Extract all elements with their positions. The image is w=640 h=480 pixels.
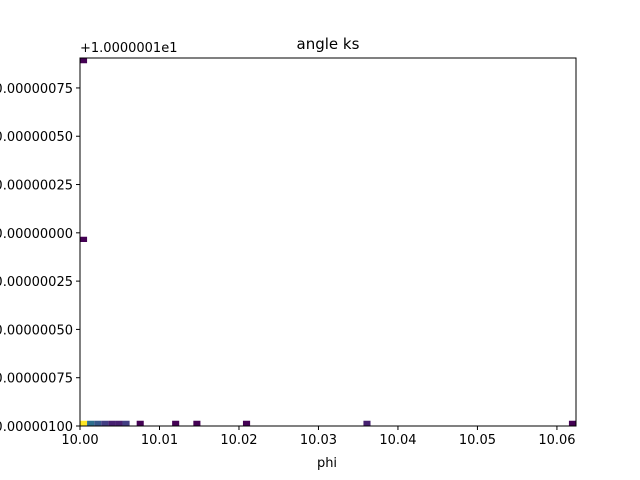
y-tick-label: −0.00000075 xyxy=(0,372,73,387)
y-tick-label: 0.00000075 xyxy=(0,82,73,97)
hist-cell xyxy=(363,420,371,426)
hist-cell xyxy=(122,420,130,426)
y-tick-label: −0.00000025 xyxy=(0,275,73,290)
y-tick-label: 0.00000050 xyxy=(0,130,73,145)
x-tick-label: 10.00 xyxy=(61,433,98,448)
hist-cell xyxy=(172,420,180,426)
hist-cell xyxy=(568,420,576,426)
y-offset-label: +1.0000001e1 xyxy=(80,41,177,56)
plot-frame xyxy=(79,57,577,427)
x-tick-label: 10.02 xyxy=(220,433,257,448)
y-tick-label: 0.00000000 xyxy=(0,227,73,242)
hist-cell xyxy=(115,420,123,426)
x-tick-label: 10.04 xyxy=(379,433,416,448)
hist-cell xyxy=(108,420,116,426)
x-axis-label: phi xyxy=(317,456,337,471)
x-tick-label: 10.03 xyxy=(300,433,337,448)
hist-cell xyxy=(80,236,88,242)
hist-cell xyxy=(80,58,88,64)
hist-cell xyxy=(87,420,95,426)
chart-title: angle ks xyxy=(297,35,360,53)
y-tick-label: 0.00000025 xyxy=(0,179,73,194)
hist-cell xyxy=(136,420,144,426)
hist-cell xyxy=(242,420,251,426)
hist-cell xyxy=(193,420,201,426)
hist-cell xyxy=(80,420,88,426)
y-tick-label: −0.00000050 xyxy=(0,323,73,338)
x-tick-label: 10.06 xyxy=(538,433,575,448)
x-tick-label: 10.01 xyxy=(141,433,178,448)
y-tick-label: −0.00000100 xyxy=(0,420,73,435)
hist-cell xyxy=(101,420,109,426)
x-tick-label: 10.05 xyxy=(459,433,496,448)
hist-cell xyxy=(94,420,102,426)
